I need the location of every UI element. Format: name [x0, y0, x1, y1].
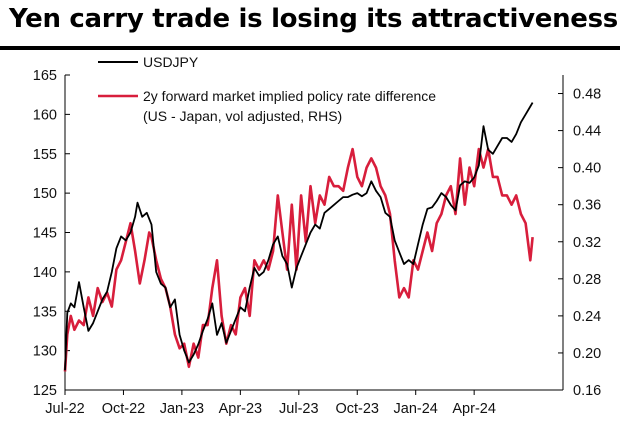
left-tick-label: 160	[33, 107, 57, 123]
chart-title: Yen carry trade is losing its attractive…	[9, 4, 618, 34]
legend-label-rate-diff-sub: (US - Japan, vol adjusted, RHS)	[143, 108, 342, 124]
title-underline	[0, 46, 620, 50]
right-tick-label: 0.28	[573, 272, 601, 288]
series-line-usdjpy	[64, 102, 534, 371]
right-tick-label: 0.16	[573, 383, 601, 399]
right-tick-label: 0.44	[573, 124, 601, 140]
left-tick-label: 145	[33, 226, 57, 242]
right-tick-label: 0.24	[573, 309, 601, 325]
x-tick-label: Jan-24	[394, 401, 438, 417]
right-tick-label: 0.40	[573, 161, 601, 177]
left-tick-label: 125	[33, 383, 57, 399]
x-tick-label: Jul-23	[279, 401, 319, 417]
left-tick-label: 130	[33, 344, 57, 360]
x-tick-label: Jan-23	[160, 401, 204, 417]
legend-label-usdjpy: USDJPY	[143, 54, 199, 70]
series-lines	[63, 102, 534, 372]
x-tick-label: Apr-23	[219, 401, 263, 417]
left-tick-label: 135	[33, 304, 57, 320]
right-tick-label: 0.32	[573, 235, 601, 251]
x-tick-label: Apr-24	[452, 401, 496, 417]
left-tick-label: 165	[33, 68, 57, 84]
right-tick-label: 0.20	[573, 346, 601, 362]
x-tick-label: Jul-22	[45, 401, 85, 417]
left-tick-label: 140	[33, 265, 57, 281]
right-tick-label: 0.36	[573, 198, 601, 214]
legend-label-rate-diff: 2y forward market implied policy rate di…	[143, 88, 436, 104]
legend: USDJPY 2y forward market implied policy r…	[98, 54, 436, 124]
axes: 125 130 135 140 145 150 155 160 165 0.16 0.20 0.24 0…	[33, 68, 601, 417]
x-tick-label: Oct-22	[102, 401, 146, 417]
right-tick-label: 0.48	[573, 87, 601, 103]
left-tick-label: 150	[33, 186, 57, 202]
left-tick-label: 155	[33, 147, 57, 163]
x-tick-label: Oct-23	[335, 401, 379, 417]
